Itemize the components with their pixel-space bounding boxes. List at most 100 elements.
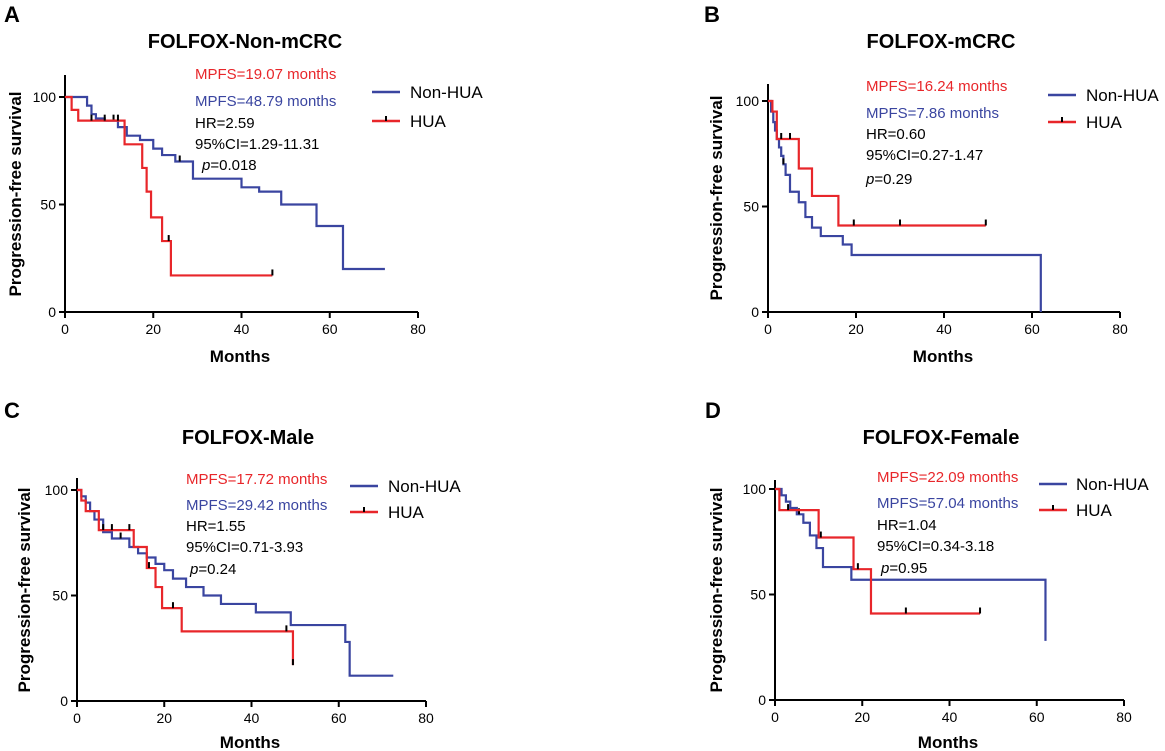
x-tick-label: 40 xyxy=(942,709,958,725)
survival-curve-hua xyxy=(77,488,295,666)
y-tick-label: 50 xyxy=(750,587,766,603)
legend-label-non-hua: Non-HUA xyxy=(1086,86,1159,105)
x-tick-label: 80 xyxy=(418,710,434,726)
panel-b: B FOLFOX-mCRC 0 20 40 60 80 0 50 100 Mon… xyxy=(704,2,1159,366)
y-tick-label: 100 xyxy=(736,93,760,109)
p-symbol: p xyxy=(865,171,874,188)
mpfs-non-hua: MPFS=29.42 months xyxy=(186,497,327,514)
x-tick-labels: 0 20 40 60 80 xyxy=(771,709,1132,725)
x-axis-label: Months xyxy=(220,733,280,751)
x-tick-label: 20 xyxy=(854,709,870,725)
confidence-interval: 95%CI=0.27-1.47 xyxy=(866,147,983,164)
survival-curve-hua xyxy=(775,487,981,615)
mpfs-hua: MPFS=22.09 months xyxy=(877,469,1018,486)
legend-label-hua: HUA xyxy=(388,503,425,522)
y-tick-labels: 0 50 100 xyxy=(743,481,767,708)
panel-letter: A xyxy=(4,2,20,27)
x-axis-label: Months xyxy=(918,733,978,751)
x-tick-label: 80 xyxy=(410,321,426,337)
x-tick-label: 40 xyxy=(244,710,260,726)
x-tick-label: 0 xyxy=(771,709,779,725)
survival-curve-hua xyxy=(65,95,273,277)
x-tick-label: 0 xyxy=(61,321,69,337)
chart-title: FOLFOX-Non-mCRC xyxy=(148,31,342,53)
survival-curves xyxy=(77,488,394,677)
survival-curve-non-hua xyxy=(65,95,385,271)
p-symbol: p xyxy=(201,157,210,174)
x-tick-label: 20 xyxy=(156,710,172,726)
hazard-ratio: HR=2.59 xyxy=(195,115,255,132)
legend-label-hua: HUA xyxy=(1086,113,1123,132)
legend-label-non-hua: Non-HUA xyxy=(1076,475,1149,494)
y-axis-label: Progression-free survival xyxy=(707,487,726,692)
x-axis-label: Months xyxy=(210,347,270,366)
y-tick-label: 100 xyxy=(33,89,57,105)
panel-a: A FOLFOX-Non-mCRC 0 20 40 60 80 0 50 100… xyxy=(4,2,483,366)
x-axis-label: Months xyxy=(913,347,973,366)
y-tick-labels: 0 50 100 xyxy=(33,89,57,320)
x-tick-label: 40 xyxy=(936,321,952,337)
p-value: p=0.29 xyxy=(865,171,912,188)
x-tick-label: 20 xyxy=(848,321,864,337)
axis-ticks xyxy=(71,489,427,707)
survival-curves xyxy=(768,99,1042,312)
y-tick-labels: 0 50 100 xyxy=(45,482,69,709)
y-tick-label: 50 xyxy=(743,199,759,215)
p-value: p=0.018 xyxy=(201,157,257,174)
y-axis-label: Progression-free survival xyxy=(707,95,726,300)
p-value-number: =0.24 xyxy=(198,561,236,578)
x-tick-label: 60 xyxy=(322,321,338,337)
survival-curve-non-hua xyxy=(775,487,1047,641)
x-tick-label: 0 xyxy=(764,321,772,337)
p-value-number: =0.29 xyxy=(874,171,912,188)
mpfs-hua: MPFS=19.07 months xyxy=(195,66,336,83)
p-value-number: =0.018 xyxy=(210,157,256,174)
x-tick-label: 60 xyxy=(1029,709,1045,725)
mpfs-non-hua: MPFS=57.04 months xyxy=(877,495,1018,512)
panel-letter: D xyxy=(705,398,721,423)
y-axis-label: Progression-free survival xyxy=(6,91,25,296)
chart-title: FOLFOX-Female xyxy=(863,427,1020,449)
y-tick-label: 50 xyxy=(52,588,68,604)
x-tick-label: 80 xyxy=(1112,321,1128,337)
chart-title: FOLFOX-mCRC xyxy=(867,31,1016,53)
y-tick-label: 50 xyxy=(40,197,56,213)
mpfs-hua: MPFS=16.24 months xyxy=(866,78,1007,95)
y-tick-label: 100 xyxy=(45,482,69,498)
x-tick-label: 60 xyxy=(331,710,347,726)
panel-letter: B xyxy=(704,2,720,27)
p-value: p=0.24 xyxy=(189,561,236,578)
hazard-ratio: HR=0.60 xyxy=(866,126,926,143)
confidence-interval: 95%CI=1.29-11.31 xyxy=(195,136,319,153)
survival-curve-hua xyxy=(768,99,986,227)
mpfs-hua: MPFS=17.72 months xyxy=(186,471,327,488)
panel-c: C FOLFOX-Male 0 20 40 60 80 0 50 100 Mon… xyxy=(4,398,461,751)
y-tick-label: 0 xyxy=(751,304,759,320)
p-value-number: =0.95 xyxy=(889,560,927,577)
x-tick-label: 20 xyxy=(145,321,161,337)
y-tick-labels: 0 50 100 xyxy=(736,93,760,320)
p-value: p=0.95 xyxy=(880,560,927,577)
survival-curve-non-hua xyxy=(768,99,1042,312)
legend-label-non-hua: Non-HUA xyxy=(410,83,483,102)
x-tick-label: 60 xyxy=(1024,321,1040,337)
y-tick-label: 0 xyxy=(758,692,766,708)
x-tick-label: 80 xyxy=(1116,709,1132,725)
hazard-ratio: HR=1.55 xyxy=(186,518,246,535)
confidence-interval: 95%CI=0.71-3.93 xyxy=(186,539,303,556)
axis-ticks xyxy=(59,96,419,318)
axis-ticks xyxy=(762,100,1121,318)
legend-label-non-hua: Non-HUA xyxy=(388,477,461,496)
axis-ticks xyxy=(769,488,1125,706)
y-tick-label: 100 xyxy=(743,481,767,497)
p-symbol: p xyxy=(880,560,889,577)
panel-letter: C xyxy=(4,398,20,423)
x-tick-labels: 0 20 40 60 80 xyxy=(764,321,1128,337)
legend-label-hua: HUA xyxy=(1076,501,1113,520)
x-tick-labels: 0 20 40 60 80 xyxy=(61,321,426,337)
legend-label-hua: HUA xyxy=(410,112,447,131)
mpfs-non-hua: MPFS=48.79 months xyxy=(195,93,336,110)
survival-curves xyxy=(65,95,385,277)
x-tick-label: 40 xyxy=(234,321,250,337)
